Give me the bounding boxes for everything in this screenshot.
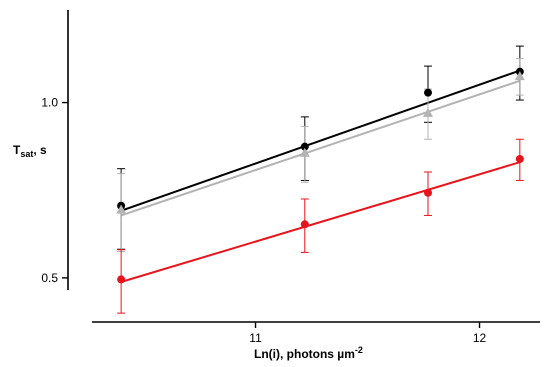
x-tick-label: 11 bbox=[249, 331, 262, 345]
data-point bbox=[117, 275, 126, 284]
data-point bbox=[424, 188, 432, 197]
data-point bbox=[515, 155, 524, 164]
data-point bbox=[514, 71, 525, 81]
data-point bbox=[300, 142, 309, 151]
x-tick-label: 12 bbox=[473, 331, 487, 345]
y-tick-label: 1.0 bbox=[41, 96, 58, 110]
fit-line-1 bbox=[120, 79, 521, 217]
fit-lines bbox=[120, 69, 521, 283]
fit-line-0 bbox=[120, 69, 521, 212]
data-markers bbox=[116, 67, 525, 284]
data-point bbox=[423, 107, 433, 117]
fit-line-2 bbox=[120, 161, 521, 283]
data-point bbox=[424, 88, 432, 97]
axis-ticks: 0.5 1.0 11 12 bbox=[41, 96, 486, 345]
data-point bbox=[299, 147, 310, 157]
y-tick-label: 0.5 bbox=[41, 271, 58, 285]
y-axis-title: Tsat, s bbox=[13, 143, 47, 159]
data-point bbox=[300, 220, 309, 229]
data-point bbox=[116, 204, 127, 214]
x-axis-title: Ln(i), photons µm-2 bbox=[254, 345, 363, 361]
